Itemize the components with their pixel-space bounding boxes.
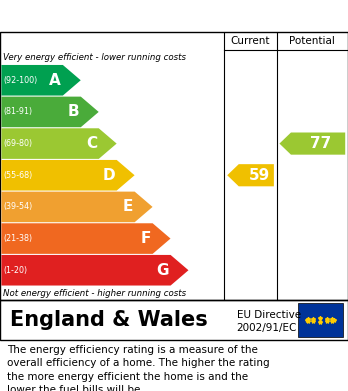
Text: EU Directive: EU Directive [237, 310, 301, 320]
Polygon shape [1, 255, 189, 285]
Text: G: G [156, 263, 169, 278]
Text: The energy efficiency rating is a measure of the
overall efficiency of a home. T: The energy efficiency rating is a measur… [7, 345, 270, 391]
Text: B: B [68, 104, 79, 119]
Text: (55-68): (55-68) [3, 171, 33, 180]
Text: (1-20): (1-20) [3, 266, 27, 275]
Text: England & Wales: England & Wales [10, 310, 208, 330]
Text: Energy Efficiency Rating: Energy Efficiency Rating [10, 7, 239, 25]
Text: Very energy efficient - lower running costs: Very energy efficient - lower running co… [3, 53, 186, 62]
Text: (81-91): (81-91) [3, 108, 33, 117]
Polygon shape [1, 192, 152, 222]
Text: D: D [102, 168, 115, 183]
Text: E: E [122, 199, 133, 214]
Polygon shape [279, 133, 345, 155]
Text: Potential: Potential [290, 36, 335, 46]
Polygon shape [1, 65, 81, 95]
Polygon shape [1, 97, 99, 127]
Polygon shape [1, 160, 135, 190]
Polygon shape [1, 223, 171, 254]
Text: C: C [86, 136, 97, 151]
Polygon shape [1, 128, 117, 159]
Text: (69-80): (69-80) [3, 139, 33, 148]
Text: Not energy efficient - higher running costs: Not energy efficient - higher running co… [3, 289, 186, 298]
Text: A: A [49, 73, 61, 88]
FancyBboxPatch shape [298, 303, 343, 337]
Text: 2002/91/EC: 2002/91/EC [237, 323, 297, 333]
Text: 59: 59 [248, 168, 270, 183]
Polygon shape [227, 164, 274, 187]
Text: (21-38): (21-38) [3, 234, 33, 243]
Text: (92-100): (92-100) [3, 76, 38, 85]
Text: Current: Current [231, 36, 270, 46]
Text: 77: 77 [310, 136, 332, 151]
Text: (39-54): (39-54) [3, 203, 33, 212]
Text: F: F [141, 231, 151, 246]
